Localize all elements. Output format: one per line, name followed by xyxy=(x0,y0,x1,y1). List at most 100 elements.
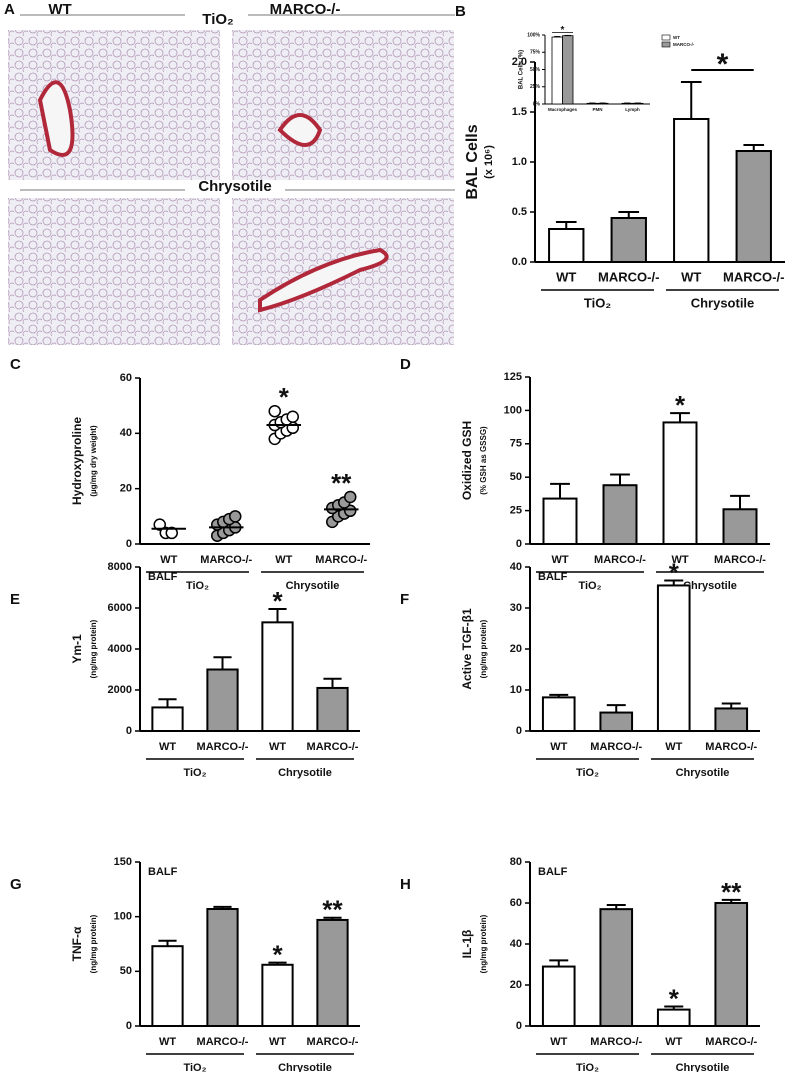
x-tick-label: WT xyxy=(269,741,286,753)
annotation: BALF xyxy=(538,571,568,583)
significance-marker: * xyxy=(669,557,680,587)
y-tick-label: 0 xyxy=(126,538,132,550)
data-point xyxy=(229,510,242,523)
significance-marker: * xyxy=(279,382,290,412)
panel-letter: E xyxy=(10,591,20,608)
y-axis-sublabel: (ng/mg protein) xyxy=(479,914,488,973)
bar xyxy=(621,102,633,105)
bar xyxy=(599,711,634,732)
group-label: Chrysotile xyxy=(683,580,737,592)
y-tick-label: 0 xyxy=(126,1020,132,1032)
y-axis-label: TNF-α xyxy=(70,926,84,961)
y-tick-label: 0 xyxy=(516,538,522,550)
y-tick-label: 0% xyxy=(533,101,541,107)
x-tick-label: Lymph xyxy=(625,107,640,112)
x-tick-label: MARCO-/- xyxy=(200,554,252,566)
airway xyxy=(258,247,389,313)
y-tick-label: 75% xyxy=(530,50,541,56)
y-tick-label: 20 xyxy=(120,483,132,495)
bar xyxy=(206,668,239,732)
bar xyxy=(206,908,239,1027)
histology-image xyxy=(232,30,454,180)
bar xyxy=(597,102,609,105)
histology-image xyxy=(8,198,220,345)
group-label: Chrysotile xyxy=(676,767,730,779)
y-tick-label: 75 xyxy=(510,438,522,450)
bar xyxy=(151,706,184,732)
x-tick-label: MARCO-/- xyxy=(598,269,659,284)
group-label: TiO₂ xyxy=(186,580,209,592)
bar xyxy=(261,621,294,732)
y-tick-label: 20 xyxy=(510,643,522,655)
y-axis-sublabel: (ng/mg protein) xyxy=(89,914,98,973)
bar xyxy=(562,35,574,105)
y-axis-sublabel: (x 10⁶) xyxy=(483,145,495,179)
x-tick-label: WT xyxy=(159,741,176,753)
panel-letter: D xyxy=(400,356,411,373)
y-axis-label: Ym-1 xyxy=(70,634,84,664)
bar xyxy=(722,508,758,546)
y-axis-sublabel: (% GSH as GSSG) xyxy=(479,426,488,495)
data-point xyxy=(268,404,281,418)
x-tick-label: MARCO-/- xyxy=(705,741,757,753)
y-tick-label: 0 xyxy=(516,725,522,737)
data-point xyxy=(153,518,166,531)
x-tick-label: WT xyxy=(671,554,688,566)
group-label: Chrysotile xyxy=(676,1062,730,1072)
y-tick-label: 50 xyxy=(120,965,132,977)
y-axis-sublabel: (ng/mg protein) xyxy=(89,619,98,678)
bar xyxy=(151,945,184,1027)
data-point xyxy=(344,504,357,518)
x-tick-label: WT xyxy=(160,554,177,566)
x-tick-label: MARCO-/- xyxy=(197,1036,249,1048)
group-label: Chrysotile xyxy=(278,1062,332,1072)
significance-marker: * xyxy=(675,390,686,420)
group-label: TiO₂ xyxy=(584,295,611,310)
bar xyxy=(551,36,563,105)
y-tick-label: 25% xyxy=(530,84,541,90)
x-tick-label: WT xyxy=(551,554,568,566)
y-tick-label: 60 xyxy=(510,897,522,909)
row-label: TiO₂ xyxy=(202,11,233,28)
group-label: TiO₂ xyxy=(183,1062,206,1072)
legend-swatch xyxy=(661,34,671,41)
column-label: MARCO-/- xyxy=(270,1,341,18)
annotation: BALF xyxy=(148,866,178,878)
bar xyxy=(656,584,691,733)
annotation: BALF xyxy=(538,866,568,878)
x-tick-label: WT xyxy=(665,741,682,753)
y-axis-sublabel: (ng/mg protein) xyxy=(479,619,488,678)
significance-marker: * xyxy=(717,48,729,81)
group-label: TiO₂ xyxy=(183,767,206,779)
y-tick-label: 150 xyxy=(114,856,132,868)
bar xyxy=(673,118,710,263)
y-tick-label: 4000 xyxy=(108,643,132,655)
row-label: Chrysotile xyxy=(198,178,271,195)
y-tick-label: 8000 xyxy=(108,561,132,573)
bar xyxy=(261,963,294,1027)
y-axis-label: IL-1β xyxy=(460,930,474,959)
y-tick-label: 60 xyxy=(120,372,132,384)
panel-letter: F xyxy=(400,591,409,608)
panel-letter: C xyxy=(10,356,21,373)
y-tick-label: 25 xyxy=(510,505,522,517)
significance-marker: ** xyxy=(322,895,343,925)
x-tick-label: MARCO-/- xyxy=(705,1036,757,1048)
x-tick-label: MARCO-/- xyxy=(594,554,646,566)
x-tick-label: WT xyxy=(550,1036,567,1048)
y-tick-label: 40 xyxy=(510,938,522,950)
y-tick-label: 10 xyxy=(510,684,522,696)
panel-letter: A xyxy=(4,1,15,18)
y-tick-label: 0.0 xyxy=(512,256,527,268)
data-point xyxy=(165,526,178,540)
y-tick-label: 100 xyxy=(114,911,132,923)
group-label: TiO₂ xyxy=(576,767,599,779)
panel-letter: G xyxy=(10,876,22,893)
panel-letter: H xyxy=(400,876,411,893)
bar xyxy=(316,918,349,1027)
bar xyxy=(610,217,647,263)
x-tick-label: MARCO-/- xyxy=(723,269,784,284)
column-label: WT xyxy=(48,1,71,18)
y-tick-label: 100 xyxy=(504,404,522,416)
